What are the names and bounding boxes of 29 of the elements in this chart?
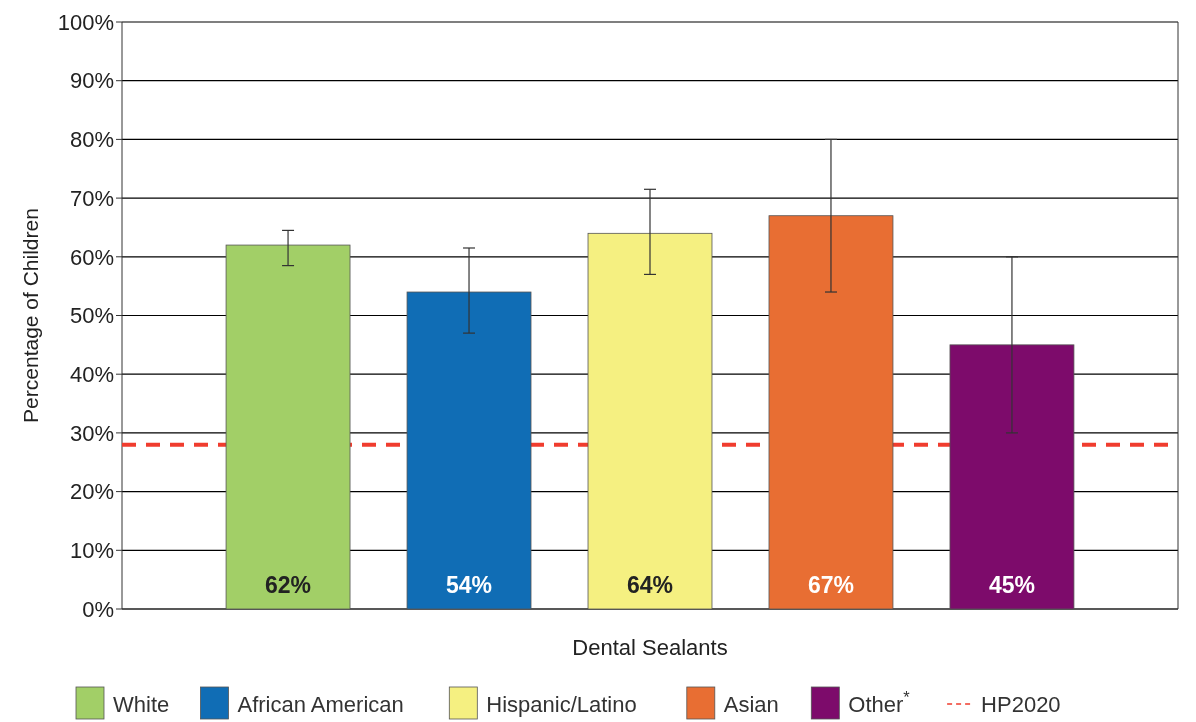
- bar: [949, 344, 1075, 610]
- y-tick-label: 30%: [69, 420, 114, 446]
- bar: [406, 291, 532, 610]
- y-tick-label: 80%: [69, 127, 114, 153]
- legend-label: Other$^{*}$: [848, 688, 911, 717]
- y-tick-label: 20%: [69, 479, 114, 505]
- y-tick-label: 50%: [69, 303, 114, 329]
- data-label: 62%: [265, 572, 312, 598]
- y-tick-label: 100%: [57, 9, 114, 35]
- y-tick-label: 0%: [82, 596, 114, 622]
- bar: [587, 232, 713, 610]
- y-tick-label: 90%: [69, 68, 114, 94]
- legend-label: Asian: [723, 692, 779, 717]
- legend-label: HP2020: [981, 692, 1061, 717]
- data-label: 54%: [446, 572, 493, 598]
- x-tick-label: Dental Sealants: [572, 635, 728, 660]
- data-label: 64%: [626, 572, 674, 598]
- y-tick-label: 70%: [69, 185, 114, 211]
- y-axis-title: Percentage of Children: [19, 208, 42, 423]
- legend-label: African American: [237, 692, 404, 717]
- bar: [225, 244, 351, 610]
- bar: [768, 215, 894, 610]
- y-tick-label: 60%: [69, 244, 114, 270]
- y-tick-label: 40%: [69, 361, 114, 387]
- legend-label: White: [113, 692, 170, 717]
- data-label: 67%: [807, 572, 854, 598]
- y-tick-label: 10%: [69, 538, 114, 563]
- data-label: 45%: [988, 572, 1035, 598]
- legend-label: Hispanic/Latino: [486, 692, 637, 717]
